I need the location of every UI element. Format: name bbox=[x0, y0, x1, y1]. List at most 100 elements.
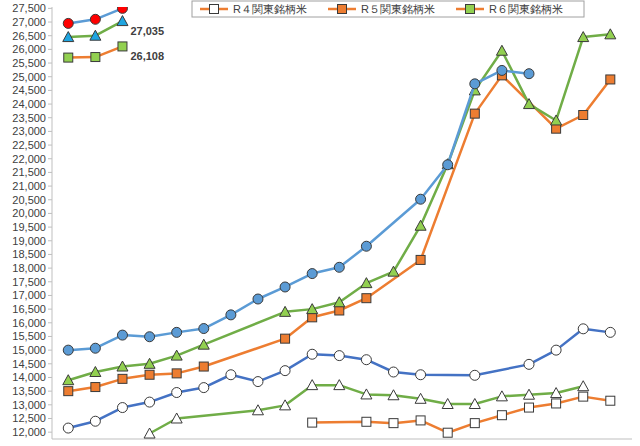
series-line bbox=[68, 8, 122, 23]
series-marker bbox=[145, 370, 154, 379]
series-marker bbox=[552, 124, 561, 133]
series-marker bbox=[199, 383, 209, 393]
series-marker bbox=[91, 383, 100, 392]
series-marker bbox=[117, 361, 128, 371]
y-tick-label: 23,500 bbox=[12, 112, 46, 124]
y-tick bbox=[48, 49, 52, 50]
series-marker bbox=[199, 324, 209, 334]
series-marker bbox=[361, 355, 371, 365]
legend: R４関東銘柄米R５関東銘柄米R６関東銘柄米 bbox=[192, 1, 584, 17]
y-tick bbox=[48, 268, 52, 269]
series bbox=[63, 324, 615, 433]
series-marker bbox=[308, 418, 317, 427]
series-marker bbox=[199, 362, 208, 371]
series-marker bbox=[307, 304, 318, 314]
y-tick bbox=[48, 363, 52, 364]
series bbox=[144, 380, 589, 438]
series-marker bbox=[443, 428, 452, 437]
y-tick bbox=[48, 172, 52, 173]
y-tick bbox=[48, 35, 52, 36]
value-label: 26,108 bbox=[130, 50, 164, 62]
series-marker bbox=[117, 16, 128, 26]
y-tick-label: 15,000 bbox=[12, 344, 46, 356]
series-marker bbox=[416, 370, 426, 380]
series-marker bbox=[63, 18, 73, 28]
series bbox=[63, 65, 534, 355]
y-tick bbox=[48, 240, 52, 241]
series-marker bbox=[496, 391, 507, 401]
series-marker bbox=[252, 405, 263, 415]
y-tick-label: 19,000 bbox=[12, 235, 46, 247]
series-marker bbox=[579, 111, 588, 120]
series-marker bbox=[144, 428, 155, 438]
series-marker bbox=[524, 389, 535, 399]
series-marker bbox=[171, 350, 182, 360]
series-marker bbox=[469, 399, 480, 409]
series-marker bbox=[118, 374, 127, 383]
series bbox=[64, 42, 127, 62]
y-tick-label: 16,000 bbox=[12, 317, 46, 329]
chart: 12,00012,50013,00013,50014,00014,50015,0… bbox=[0, 0, 640, 446]
series-marker bbox=[579, 392, 588, 401]
series-marker bbox=[117, 330, 127, 340]
y-tick bbox=[48, 227, 52, 228]
series-marker bbox=[90, 14, 100, 24]
y-tick bbox=[48, 377, 52, 378]
series-marker bbox=[442, 399, 453, 409]
y-tick bbox=[48, 418, 52, 419]
series-marker bbox=[388, 367, 398, 377]
series-marker bbox=[551, 115, 562, 125]
series-marker bbox=[171, 413, 182, 423]
series-marker bbox=[415, 220, 426, 230]
y-tick-label: 19,500 bbox=[12, 221, 46, 233]
y-tick bbox=[48, 22, 52, 23]
y-tick-label: 20,500 bbox=[12, 194, 46, 206]
series-line bbox=[68, 70, 529, 350]
y-tick-label: 18,000 bbox=[12, 262, 46, 274]
legend-label: R５関東銘柄米 bbox=[361, 3, 435, 15]
y-tick-label: 13,000 bbox=[12, 399, 46, 411]
y-tick bbox=[48, 8, 52, 9]
series-marker bbox=[443, 160, 453, 170]
series-marker bbox=[361, 241, 371, 251]
series bbox=[308, 392, 615, 437]
y-ticks: 12,00012,50013,00013,50014,00014,50015,0… bbox=[12, 2, 52, 438]
series-marker bbox=[307, 380, 318, 390]
y-tick bbox=[48, 63, 52, 64]
series bbox=[63, 29, 616, 385]
legend-marker bbox=[210, 5, 219, 14]
series-line bbox=[68, 329, 610, 428]
y-tick bbox=[48, 90, 52, 91]
series-marker bbox=[524, 69, 534, 79]
y-tick bbox=[48, 404, 52, 405]
y-tick-label: 17,500 bbox=[12, 276, 46, 288]
series-marker bbox=[525, 403, 534, 412]
y-tick bbox=[48, 158, 52, 159]
y-tick bbox=[48, 254, 52, 255]
series-marker bbox=[253, 377, 263, 387]
legend-label: R６関東銘柄米 bbox=[489, 3, 563, 15]
y-tick-label: 20,000 bbox=[12, 207, 46, 219]
series bbox=[63, 7, 127, 28]
legend-marker bbox=[338, 5, 347, 14]
series-marker bbox=[578, 324, 588, 334]
series-marker bbox=[524, 99, 535, 109]
series-marker bbox=[172, 369, 181, 378]
series-marker bbox=[497, 411, 506, 420]
y-tick-label: 18,500 bbox=[12, 248, 46, 260]
series-marker bbox=[172, 388, 182, 398]
series-marker bbox=[578, 32, 589, 42]
y-tick bbox=[48, 131, 52, 132]
series-marker bbox=[415, 393, 426, 403]
y-tick-label: 25,000 bbox=[12, 71, 46, 83]
y-tick-label: 16,500 bbox=[12, 303, 46, 315]
series-marker bbox=[281, 334, 290, 343]
y-tick-label: 26,000 bbox=[12, 43, 46, 55]
y-tick bbox=[48, 295, 52, 296]
series-marker bbox=[335, 306, 344, 315]
y-tick bbox=[48, 309, 52, 310]
value-label: 27,035 bbox=[130, 25, 164, 37]
series-marker bbox=[470, 79, 480, 89]
series-marker bbox=[552, 399, 561, 408]
series-marker bbox=[470, 109, 479, 118]
